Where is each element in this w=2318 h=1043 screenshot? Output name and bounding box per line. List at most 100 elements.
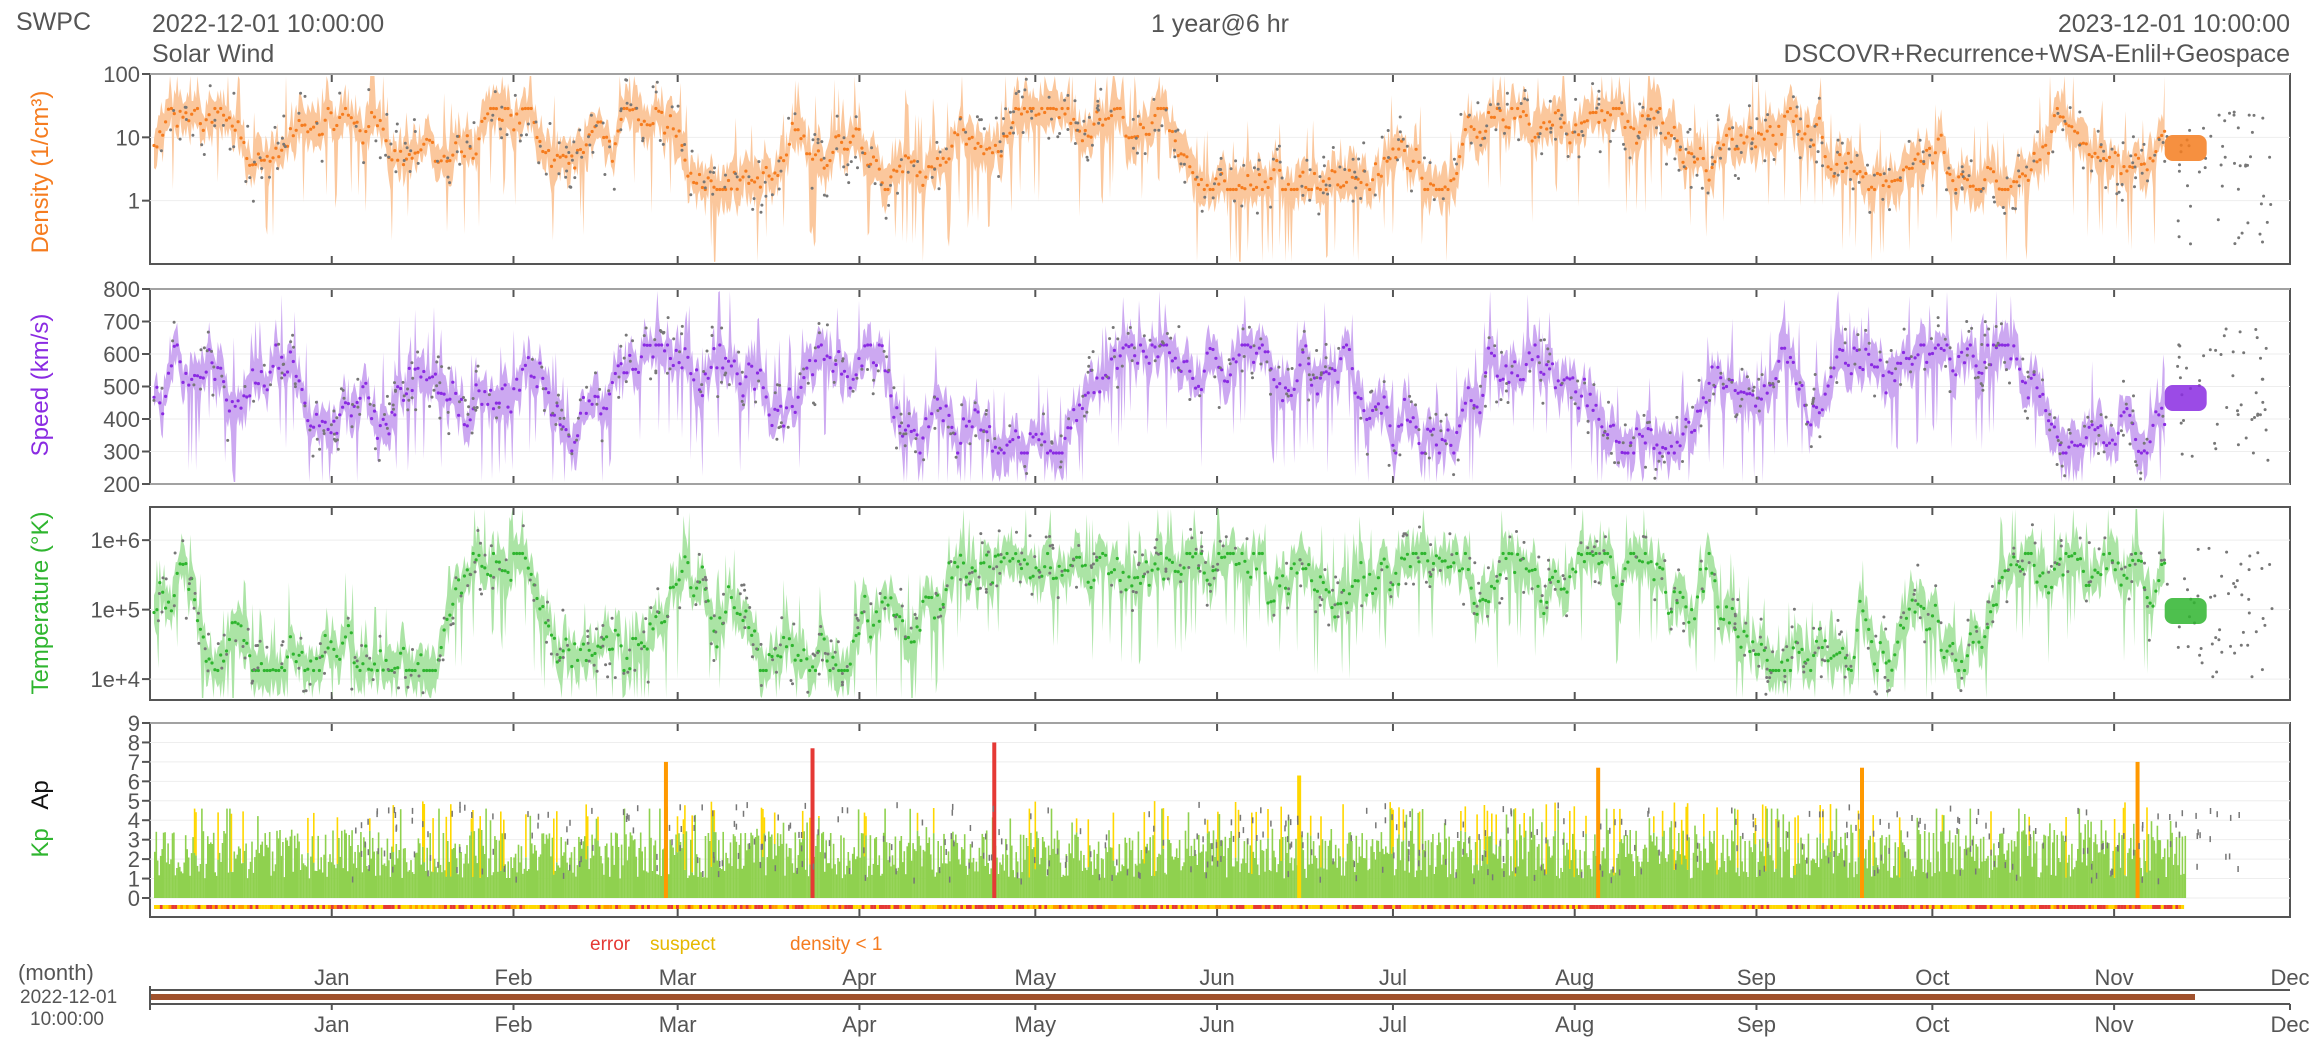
observed-point-density — [1580, 130, 1584, 133]
series-point-density — [547, 148, 551, 153]
series-point-temperature — [271, 668, 275, 672]
forecast-point-speed — [2231, 350, 2235, 354]
observed-point-speed — [899, 412, 903, 416]
series-point-temperature — [1489, 584, 1494, 589]
kp-bar — [1279, 839, 1281, 898]
series-point-density — [1791, 119, 1795, 123]
kp-bar — [371, 837, 374, 898]
series-point-temperature — [1185, 551, 1189, 556]
observed-point-density — [1468, 113, 1471, 117]
series-point-density — [2110, 165, 2114, 169]
observed-point-temperature — [558, 647, 562, 651]
series-point-density — [1429, 182, 1433, 186]
observed-point-density — [455, 134, 459, 138]
observed-point-density — [1012, 110, 1016, 114]
series-point-speed — [1872, 365, 1877, 369]
series-point-density — [1228, 187, 1232, 192]
observed-point-temperature — [281, 640, 285, 644]
kp-bar — [167, 843, 169, 898]
kp-bar-high — [217, 812, 219, 860]
series-point-temperature — [195, 619, 200, 623]
forecast-point-temperature — [2233, 585, 2237, 589]
series-point-speed — [320, 419, 324, 423]
observed-point-temperature — [2066, 570, 2070, 574]
observed-point-speed — [834, 359, 838, 362]
series-point-speed — [1048, 449, 1053, 453]
series-point-density — [695, 181, 699, 185]
series-point-temperature — [520, 551, 525, 556]
series-point-temperature — [1263, 571, 1267, 575]
observed-point-speed — [1996, 341, 2000, 345]
series-point-density — [1736, 147, 1740, 151]
observed-point-speed — [329, 423, 333, 427]
kp-bar — [1094, 868, 1097, 898]
observed-point-temperature — [1771, 650, 1775, 654]
series-point-temperature — [1463, 551, 1467, 556]
series-point-temperature — [1901, 626, 1906, 630]
series-point-speed — [1861, 367, 1865, 372]
kp-bar-high — [1418, 811, 1421, 854]
forecast-point-speed — [2236, 443, 2240, 447]
observed-point-temperature — [1717, 627, 1720, 631]
series-point-density — [1315, 186, 1319, 190]
series-point-speed — [2163, 422, 2167, 427]
series-point-density — [918, 170, 922, 174]
observed-point-density — [589, 113, 593, 117]
series-point-temperature — [1310, 579, 1314, 583]
series-point-speed — [1022, 451, 1026, 455]
observed-point-temperature — [1438, 569, 1442, 572]
series-point-temperature — [1603, 551, 1607, 556]
kp-bar — [560, 837, 562, 898]
observed-point-density — [1405, 144, 1409, 148]
series-point-speed — [1527, 351, 1531, 355]
forecast-point-temperature — [2246, 643, 2250, 647]
series-point-density — [1368, 187, 1372, 192]
series-point-speed — [1846, 363, 1850, 367]
series-point-temperature — [1017, 559, 1021, 563]
observed-point-density — [711, 192, 715, 196]
observed-point-speed — [1721, 382, 1725, 386]
observed-point-temperature — [1843, 675, 1847, 679]
observed-point-speed — [710, 325, 714, 329]
observed-point-speed — [487, 393, 491, 397]
series-point-speed — [1002, 451, 1006, 455]
observed-point-temperature — [1472, 612, 1476, 615]
kp-bar — [407, 871, 409, 898]
observed-point-temperature — [743, 615, 747, 619]
series-point-speed — [555, 404, 559, 408]
series-point-speed — [634, 367, 638, 371]
kp-bar-high — [916, 812, 919, 831]
series-point-density — [1153, 113, 1157, 118]
observed-point-density — [1398, 115, 1402, 119]
series-point-density — [2105, 158, 2109, 162]
observed-point-density — [1485, 124, 1489, 128]
kp-bar — [662, 849, 664, 898]
series-band-temperature — [154, 509, 2165, 698]
kp-bar — [367, 869, 370, 898]
flag-suspect-label: suspect — [650, 934, 716, 955]
observed-point-temperature — [1428, 570, 1432, 574]
y-tick-label-temperature: 1e+5 — [90, 598, 140, 623]
series-point-speed — [2154, 410, 2158, 414]
forecast-point-density — [2217, 113, 2221, 117]
kp-bar — [176, 868, 178, 898]
observed-point-speed — [1909, 370, 1912, 374]
observed-point-density — [202, 153, 206, 156]
observed-point-speed — [462, 396, 465, 399]
kp-bar — [1005, 838, 1007, 898]
observed-point-density — [395, 122, 399, 126]
forecast-point-temperature — [2260, 567, 2264, 570]
kp-bar — [264, 833, 266, 898]
kp-bar — [1435, 866, 1437, 898]
kp-bar — [205, 863, 208, 898]
observed-point-density — [1009, 126, 1013, 130]
observed-point-speed — [1606, 436, 1610, 440]
observed-point-density — [1278, 160, 1282, 164]
series-point-density — [1887, 185, 1891, 189]
kp-bar-high — [713, 810, 716, 832]
observed-point-density — [912, 164, 916, 168]
series-point-density — [552, 158, 557, 162]
series-point-density — [1185, 155, 1189, 159]
observed-point-temperature — [1018, 580, 1022, 584]
kp-bar-high — [762, 809, 764, 857]
